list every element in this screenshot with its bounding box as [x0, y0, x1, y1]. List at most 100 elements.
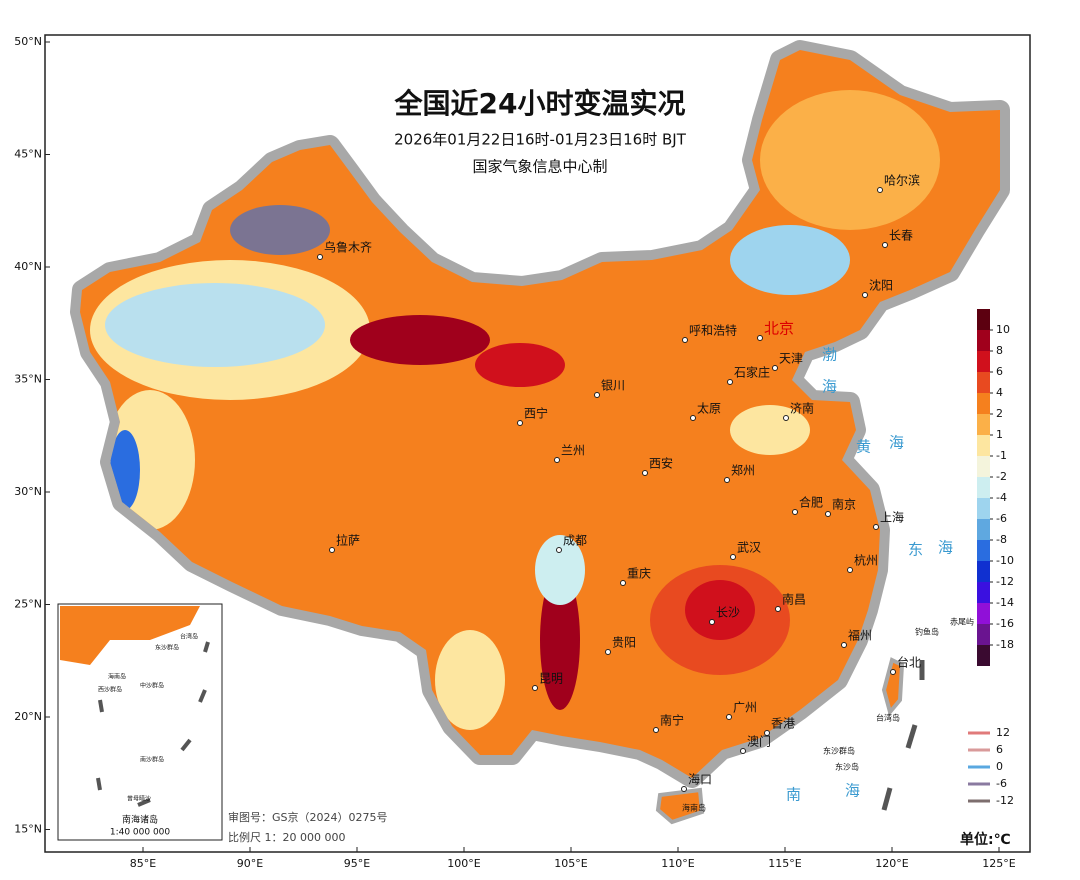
city-label: 长春 — [889, 229, 913, 243]
city-dot — [775, 606, 781, 612]
contour-label: 6 — [996, 743, 1003, 756]
lon-label: 100°E — [447, 857, 480, 870]
city-label: 天津 — [779, 352, 803, 366]
inset-scale: 1:40 000 000 — [110, 828, 171, 838]
city-dot — [877, 187, 883, 193]
city-dot — [772, 365, 778, 371]
dash-line — [881, 660, 925, 811]
city-dot — [724, 477, 730, 483]
inset-dash — [96, 641, 210, 807]
inset-label: 曾母暗沙 — [127, 795, 151, 803]
city-label: 海口 — [688, 772, 712, 787]
colorbar-label: -2 — [996, 470, 1007, 483]
subtitle: 2026年01月22日16时-01月23日16时 BJT — [394, 131, 687, 149]
lon-label: 85°E — [130, 857, 156, 870]
colorbar-label: 8 — [996, 344, 1003, 357]
city-dot — [764, 730, 770, 736]
colorbar-segment — [977, 351, 990, 372]
inset-label: 台湾岛 — [180, 633, 198, 641]
island-label: 东沙群岛 — [823, 746, 855, 756]
city-label: 台北 — [897, 655, 921, 670]
contour-label: -6 — [996, 777, 1007, 790]
sea-label: 海 — [845, 782, 860, 800]
city-label: 澳门 — [747, 734, 771, 749]
city-label: 昆明 — [539, 672, 563, 686]
colorbar-label: -6 — [996, 512, 1007, 525]
city-dot — [517, 420, 523, 426]
colorbar-label: -1 — [996, 449, 1007, 462]
lon-label: 95°E — [344, 857, 370, 870]
lat-label: 40°N — [14, 260, 42, 273]
city-label: 乌鲁木齐 — [324, 240, 372, 255]
colorbar-label: -16 — [996, 617, 1014, 630]
colorbar-segment — [977, 330, 990, 351]
city-dot — [690, 415, 696, 421]
colorbar-segment — [977, 603, 990, 624]
city-label: 沈阳 — [869, 278, 893, 293]
colorbar-segment — [977, 561, 990, 582]
city-dot — [709, 619, 715, 625]
city-label: 南京 — [832, 497, 856, 512]
colorbar-label: -14 — [996, 596, 1014, 609]
city-label: 福州 — [848, 628, 872, 643]
city-label: 南昌 — [782, 592, 806, 607]
title: 全国近24小时变温实况 — [394, 87, 686, 120]
unit: 单位:℃ — [960, 831, 1011, 848]
city-dot — [730, 554, 736, 560]
lat-label: 15°N — [14, 823, 42, 836]
sea-label: 海 — [889, 434, 904, 452]
sea-label: 海 — [822, 378, 837, 396]
city-dot — [727, 379, 733, 385]
city-label: 哈尔滨 — [884, 173, 920, 188]
city-label: 合肥 — [799, 495, 823, 510]
city-label: 成都 — [563, 534, 587, 548]
colorbar-segment — [977, 393, 990, 414]
colorbar-segment — [977, 372, 990, 393]
colorbar-label: 1 — [996, 428, 1003, 441]
colorbar-segment — [977, 414, 990, 435]
city-dot — [620, 580, 626, 586]
colorbar-label: 10 — [996, 323, 1010, 336]
city-dot — [847, 567, 853, 573]
lon-label: 90°E — [237, 857, 263, 870]
city-label: 呼和浩特 — [689, 323, 737, 338]
colorbar-segment — [977, 309, 990, 330]
colorbar-label: 4 — [996, 386, 1003, 399]
contour-label: 12 — [996, 726, 1010, 739]
contour-label: -12 — [996, 794, 1014, 807]
city-dot — [642, 470, 648, 476]
lat-label: 30°N — [14, 485, 42, 498]
city-label: 长沙 — [716, 606, 740, 620]
sea-label: 南 — [786, 786, 801, 804]
city-dot — [594, 392, 600, 398]
lon-label: 115°E — [768, 857, 801, 870]
lon-label: 105°E — [554, 857, 587, 870]
city-dot — [682, 337, 688, 343]
inset-label: 南沙群岛 — [140, 756, 164, 764]
contour-label: 0 — [996, 760, 1003, 773]
colorbar-segment — [977, 540, 990, 561]
colorbar-segment — [977, 582, 990, 603]
colorbar-segment — [977, 477, 990, 498]
city-label: 北京 — [764, 320, 794, 338]
hainan — [655, 787, 705, 825]
island-label: 东沙岛 — [835, 762, 859, 772]
colorbar-label: -12 — [996, 575, 1014, 588]
city-dot — [329, 547, 335, 553]
inset-label: 东沙群岛 — [155, 644, 179, 652]
city-label: 石家庄 — [734, 365, 770, 380]
city-label: 香港 — [771, 717, 795, 731]
colorbar-label: 2 — [996, 407, 1003, 420]
city-dot — [862, 292, 868, 298]
city-dot — [554, 457, 560, 463]
island-label: 赤尾屿 — [950, 618, 974, 627]
city-dot — [783, 415, 789, 421]
inset-label: 海南岛 — [108, 673, 126, 681]
colorbar-segment — [977, 498, 990, 519]
lat-label: 50°N — [14, 35, 42, 48]
city-label: 南宁 — [660, 713, 684, 728]
inset-label: 西沙群岛 — [98, 686, 122, 694]
city-dot — [681, 786, 687, 792]
city-label: 广州 — [733, 701, 757, 715]
lat-label: 25°N — [14, 598, 42, 611]
